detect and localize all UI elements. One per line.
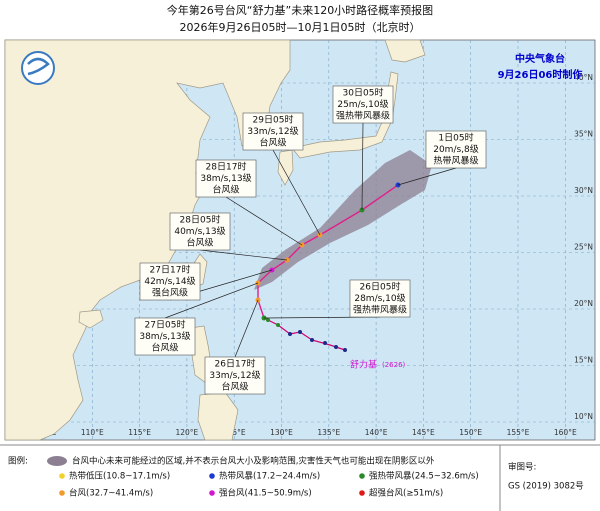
annotation-time: 26日17时 [215, 358, 256, 370]
annotation-wind: 33m/s,12级 [247, 125, 298, 137]
annotation-time: 30日05时 [343, 87, 384, 99]
storm-code: (2626) [382, 361, 406, 369]
annotation-box [139, 262, 201, 301]
legend-cone-swatch [47, 456, 67, 466]
title: 今年第26号台风“舒力基”未来120小时路径概率预报图 [167, 3, 433, 17]
lon-label: 115°E [128, 428, 151, 437]
annotation-box [332, 85, 394, 124]
lon-label: 155°E [507, 428, 530, 437]
annotation-wind: 38m/s,13级 [200, 172, 251, 184]
leader-line [199, 249, 288, 261]
lat-label: 40°N [574, 73, 593, 82]
annotations: 30日05时25m/s,10级强热带风暴级1日05时20m/s,8级热带风暴级2… [134, 85, 487, 395]
annotation-box [195, 159, 257, 198]
annotation-time: 28日17时 [206, 161, 247, 173]
legend-cone: 台风中心未来可能经过的区域,并不表示台风大小及影响范围,灾害性天气也可能出现在阴… [72, 456, 435, 467]
annotation-level: 强热带风暴级 [336, 110, 390, 122]
legend-marker [359, 473, 365, 479]
annotation-box [134, 317, 196, 356]
annotation-wind: 28m/s,10级 [354, 292, 405, 304]
storm-name: 舒力基 [350, 359, 377, 371]
legend-item: 热带风暴(17.2~24.4m/s) [219, 471, 320, 482]
agency: 中央气象台 [515, 52, 565, 65]
legend-item: 强台风(41.5~50.9m/s) [219, 488, 312, 499]
annotation-level: 台风级 [186, 237, 213, 249]
legend-items: 热带低压(10.8~17.1m/s) 热带风暴(17.2~24.4m/s) 强热带风… [59, 471, 479, 499]
annotation-level: 强热带风暴级 [353, 304, 407, 316]
annotation-wind: 40m/s,13级 [174, 225, 225, 237]
probability-cone [254, 150, 432, 290]
lon-label: 120°E [175, 428, 198, 437]
lon-label: 145°E [412, 428, 435, 437]
logo-mark [27, 57, 50, 76]
annotation-wind: 38m/s,13级 [139, 330, 190, 342]
lon-label: 135°E [317, 428, 340, 437]
lat-label: 15°N [574, 356, 593, 365]
lon-label: 130°E [270, 428, 293, 437]
annotation-level: 台风级 [151, 342, 178, 354]
annotation-wind: 20m/s,8级 [433, 143, 479, 155]
lat-label: 20°N [574, 299, 593, 308]
annotation-wind: 33m/s,12级 [209, 369, 260, 381]
leader-line [397, 167, 457, 186]
lon-label: 150°E [459, 428, 482, 437]
annotation-level: 强台风级 [152, 287, 188, 299]
legend-title: 图例: [8, 456, 28, 467]
annotation-level: 台风级 [259, 137, 286, 149]
annotation-time: 28日05时 [180, 214, 221, 226]
lat-label: 35°N [574, 130, 593, 139]
annotation-time: 1日05时 [438, 132, 473, 144]
annotation-level: 台风级 [212, 184, 239, 196]
lat-label: 10°N [574, 412, 593, 421]
lon-label: 125°E [223, 428, 246, 437]
approval-number: GS (2019) 3082号 [508, 482, 584, 492]
lon-label: 140°E [365, 428, 388, 437]
legend-marker [209, 473, 215, 479]
legend-item: 超强台风(≥51m/s) [369, 488, 443, 499]
issued: 9月26日06时制作 [498, 68, 583, 81]
lat-label: 25°N [574, 243, 593, 252]
annotation-box [242, 112, 304, 151]
leader-line [164, 282, 259, 319]
legend-item: 热带低压(10.8~17.1m/s) [69, 471, 170, 482]
annotation-box [204, 356, 266, 395]
lon-label: 110°E [81, 428, 104, 437]
legend-marker [59, 473, 65, 479]
kyushu [277, 149, 294, 186]
legend-item: 台风(32.7~41.4m/s) [69, 488, 153, 499]
annotation-time: 27日17时 [150, 264, 191, 276]
leader-line [272, 149, 321, 236]
annotation-level: 台风级 [221, 381, 248, 393]
hainan [78, 309, 104, 329]
legend-marker [359, 490, 365, 496]
legend-item: 强热带风暴(24.5~32.6m/s) [369, 471, 479, 482]
annotation-level: 热带风暴级 [433, 155, 478, 167]
past-points [266, 318, 347, 352]
annotation-time: 27日05时 [145, 319, 186, 331]
legend-marker [209, 490, 215, 496]
annotation-box [349, 279, 411, 318]
leader-line [225, 196, 303, 246]
annotation-box [425, 130, 487, 169]
lon-label: 160°E [554, 428, 577, 437]
hokkaido [384, 39, 426, 63]
leader-line [234, 299, 259, 358]
logo [21, 51, 55, 85]
subtitle: 2026年9月26日05时—10月1日05时（北京时） [180, 20, 421, 34]
lat-label: 30°N [574, 186, 593, 195]
leader-line [361, 122, 364, 211]
annotation-wind: 42m/s,14级 [144, 275, 195, 287]
annotation-time: 29日05时 [253, 114, 294, 126]
approval-label: 审图号: [508, 462, 536, 473]
annotation-wind: 25m/s,10级 [337, 98, 388, 110]
annotation-time: 26日05时 [360, 281, 401, 293]
legend-marker [59, 490, 65, 496]
annotation-box [169, 212, 231, 251]
